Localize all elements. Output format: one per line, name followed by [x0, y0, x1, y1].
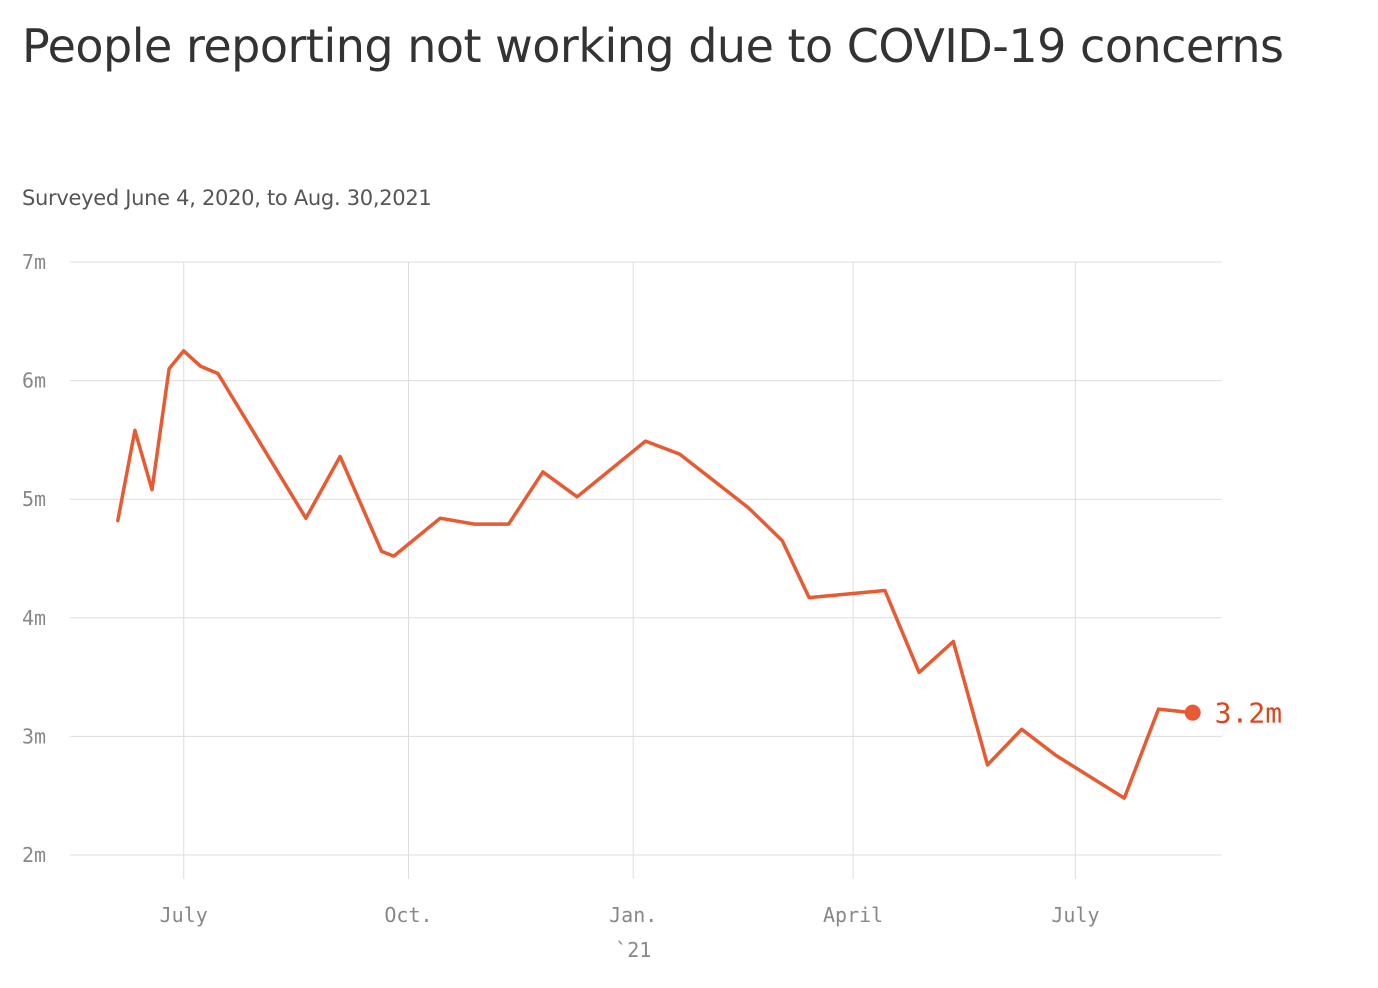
- y-tick-label: 6m: [22, 369, 46, 393]
- x-tick-label: July: [160, 903, 208, 927]
- end-value-label: 3.2m: [1215, 697, 1282, 730]
- series-layer: 3.2m: [116, 349, 1282, 800]
- axis-labels: 7m 6m 5m 4m 3m 2m July Oct. Jan. `21 April July: [22, 250, 1100, 962]
- end-point-marker: [1184, 704, 1201, 721]
- chart-subtitle: Surveyed June 4, 2020, to Aug. 30,2021: [22, 186, 432, 210]
- x-tick-label: April: [823, 903, 883, 927]
- y-tick-label: 3m: [22, 724, 46, 748]
- series-line: [116, 349, 1195, 800]
- y-tick-label: 4m: [22, 606, 46, 630]
- y-tick-label: 2m: [22, 843, 46, 867]
- x-tick-label: Oct.: [384, 903, 432, 927]
- x-tick-sublabel: `21: [615, 938, 651, 962]
- y-tick-label: 5m: [22, 487, 46, 511]
- chart-title: People reporting not working due to COVI…: [22, 19, 1284, 73]
- x-tick-label: Jan.: [609, 903, 657, 927]
- x-tick-label: July: [1051, 903, 1099, 927]
- gridlines: [70, 261, 1222, 879]
- y-tick-label: 7m: [22, 250, 46, 274]
